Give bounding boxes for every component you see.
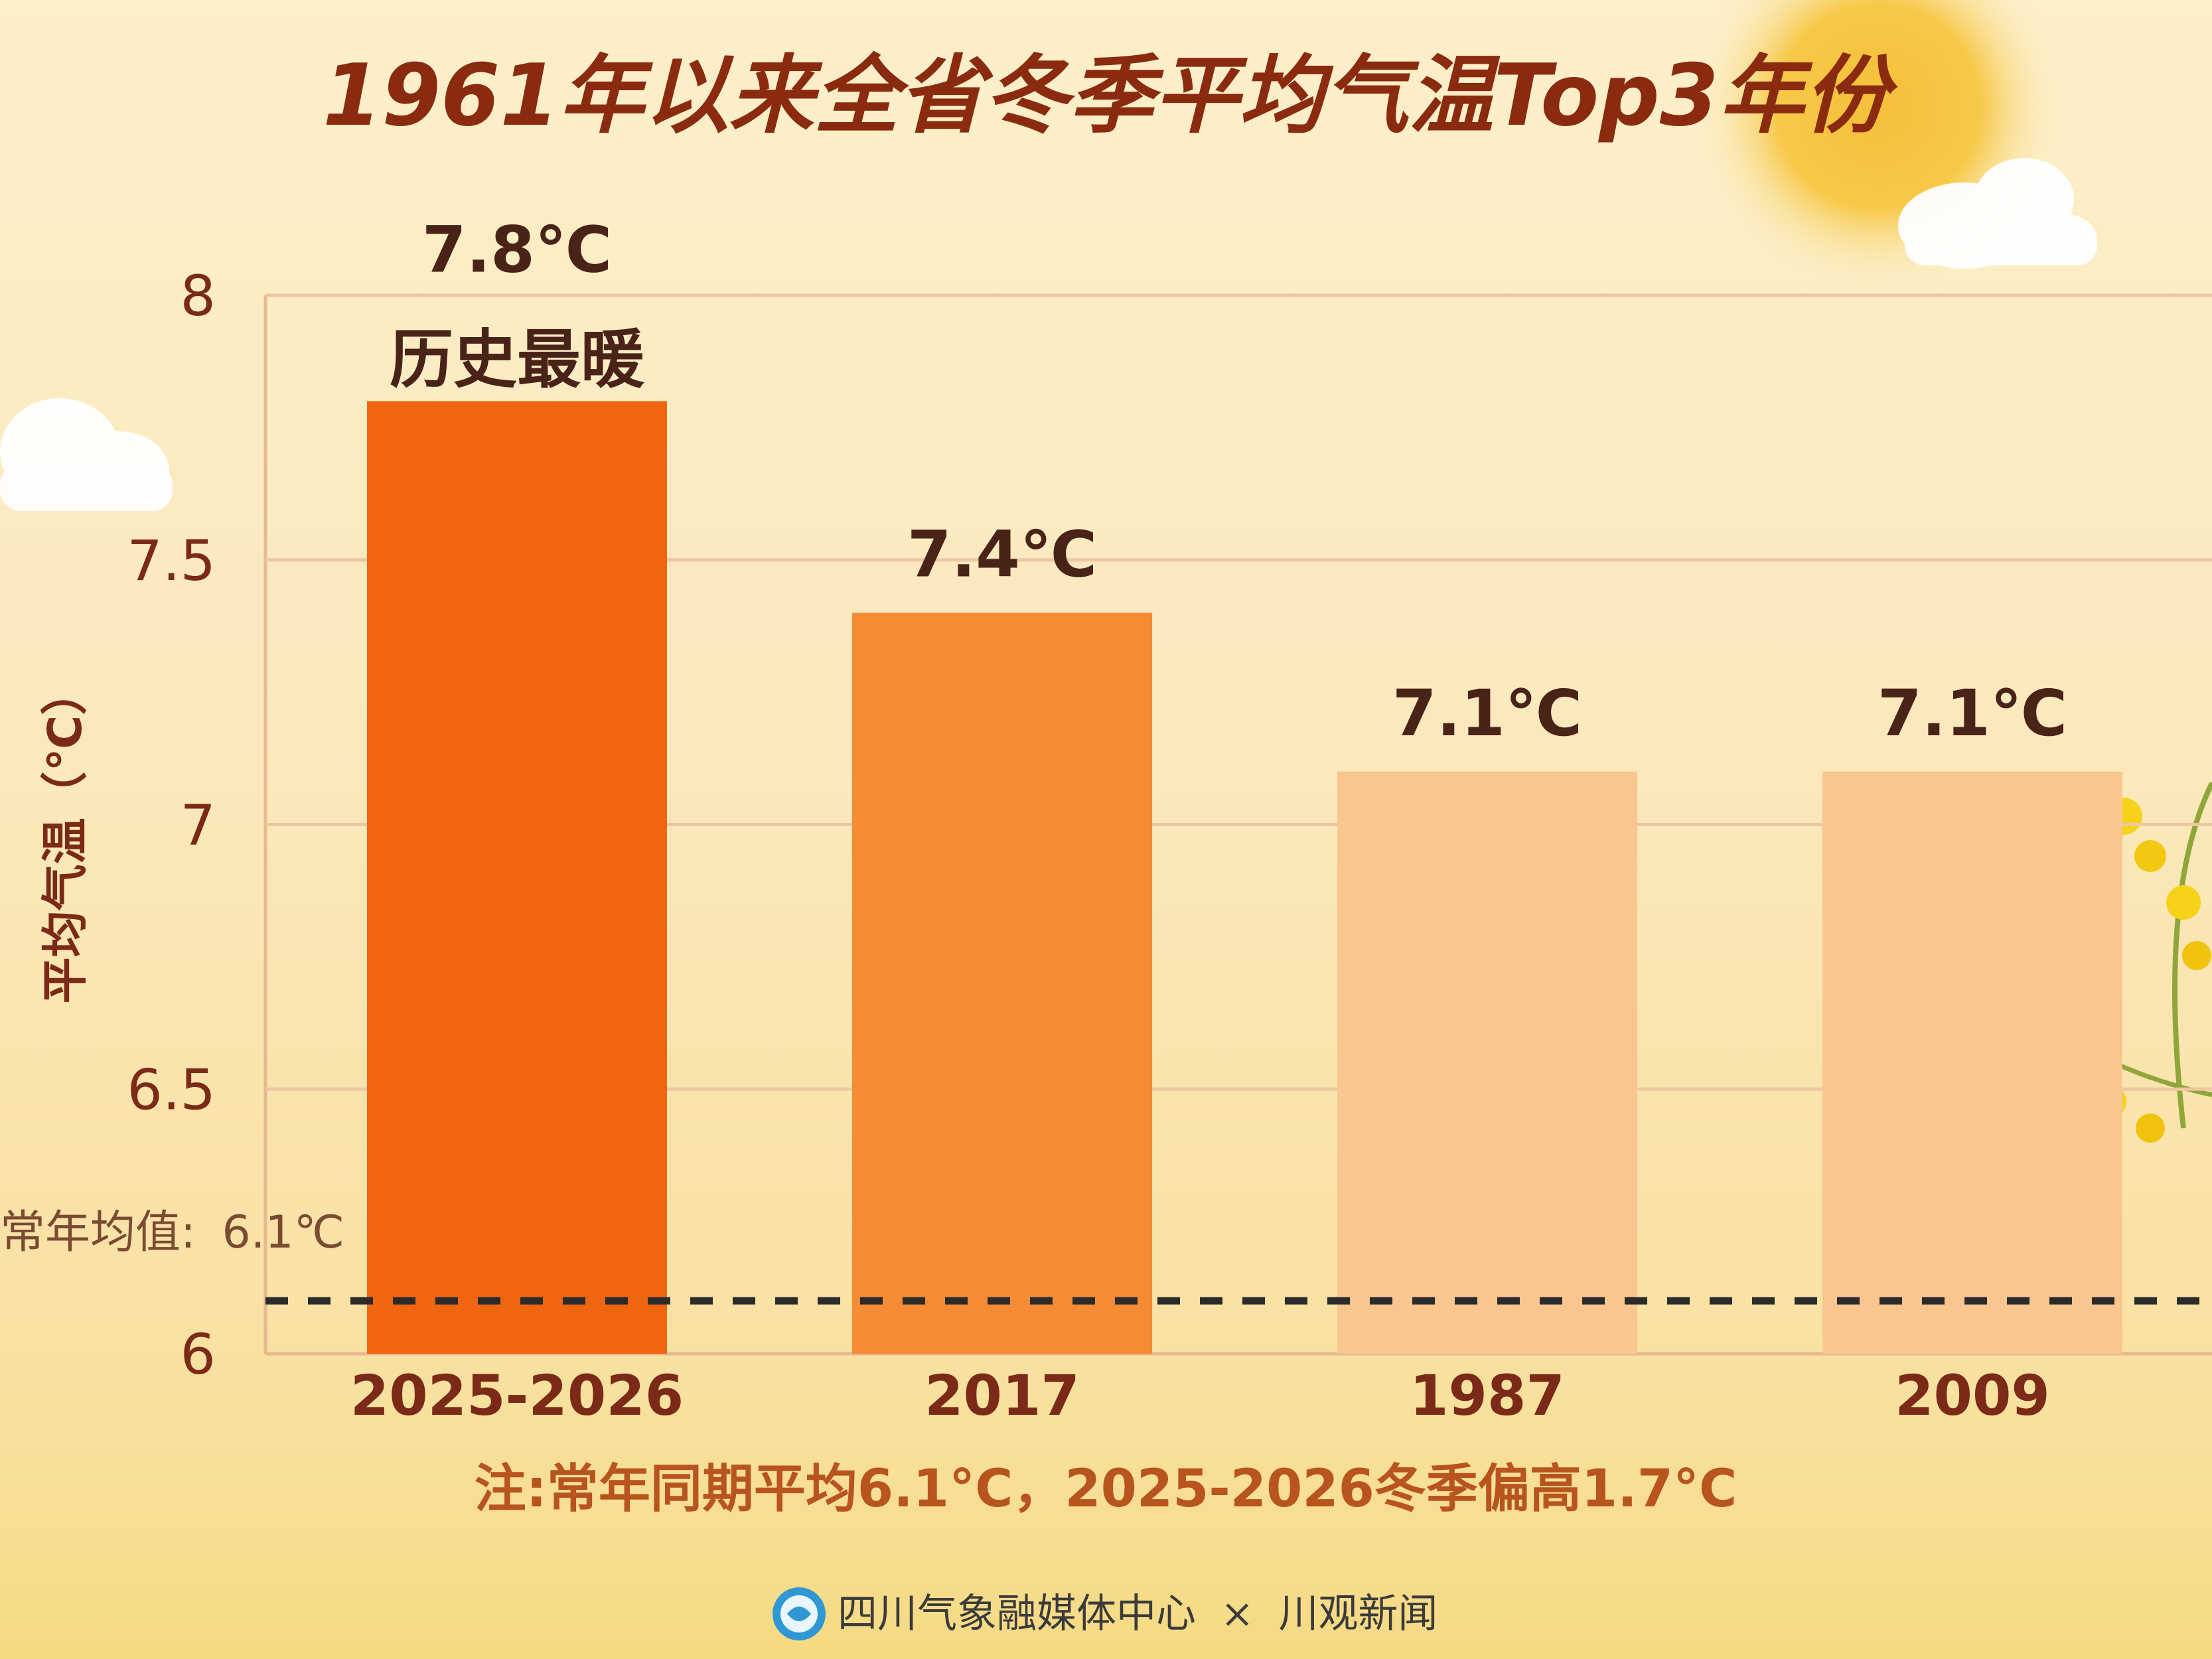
y-tick-label: 7.5 bbox=[127, 528, 216, 593]
footer-source-right: 川观新闻 bbox=[1278, 1591, 1438, 1637]
bar-series bbox=[367, 401, 2122, 1354]
bar-value-label: 7.1℃ bbox=[1392, 676, 1582, 751]
x-tick-label: 2017 bbox=[924, 1363, 1080, 1428]
bar-1987 bbox=[1337, 771, 1637, 1354]
footer-logo-icon bbox=[773, 1587, 826, 1640]
cloud-icon bbox=[0, 398, 173, 511]
cloud-icon bbox=[1898, 158, 2097, 269]
bar-2025-2026 bbox=[367, 401, 667, 1354]
x-axis-ticks: 2025-2026 2017 1987 2009 bbox=[350, 1363, 2050, 1428]
highlight-label: 历史最暖 bbox=[390, 323, 645, 397]
baseline-value: 6.1℃ bbox=[222, 1206, 345, 1259]
y-tick-label: 7 bbox=[181, 793, 216, 858]
bar-value-label: 7.4℃ bbox=[907, 518, 1097, 592]
bar-2017 bbox=[852, 613, 1152, 1354]
y-tick-label: 8 bbox=[181, 263, 216, 328]
footer-source-left: 四川气象融媒体中心 bbox=[838, 1591, 1196, 1637]
y-tick-label: 6 bbox=[181, 1322, 216, 1387]
y-axis-label: 平均气温（℃） bbox=[38, 669, 92, 1004]
baseline-label-text: 常年均值: bbox=[0, 1206, 196, 1259]
baseline-label: 常年均值: 6.1℃ bbox=[0, 1206, 344, 1259]
x-tick-label: 2009 bbox=[1895, 1363, 2050, 1428]
y-tick-label: 6.5 bbox=[127, 1057, 216, 1122]
chart-title: 1961年以来全省冬季平均气温Top3年份 bbox=[323, 46, 1898, 145]
note-text: 注:常年同期平均6.1°C，2025-2026冬季偏高1.7°C bbox=[475, 1459, 1737, 1519]
x-tick-label: 2025-2026 bbox=[350, 1363, 684, 1428]
bar-value-labels: 7.8℃ 7.4℃ 7.1℃ 7.1℃ bbox=[422, 213, 2067, 751]
footer-source: 四川气象融媒体中心 × 川观新闻 bbox=[838, 1591, 1438, 1637]
y-axis-ticks: 6 6.5 7 7.5 8 bbox=[127, 263, 216, 1387]
bar-2009 bbox=[1822, 771, 2122, 1354]
bar-value-label: 7.8℃ bbox=[422, 213, 612, 287]
footer-separator: × bbox=[1220, 1591, 1254, 1637]
bar-value-label: 7.1℃ bbox=[1878, 676, 2067, 751]
x-tick-label: 1987 bbox=[1410, 1363, 1565, 1428]
